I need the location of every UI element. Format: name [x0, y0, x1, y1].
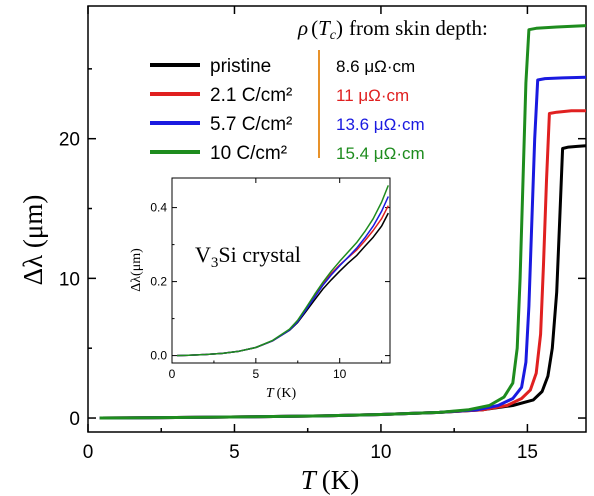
inset-series [176, 185, 389, 357]
resistivity-pristine: 8.6 μΩ·cm [336, 57, 415, 76]
resistivity-title: ρ (Tc) from skin depth: [297, 16, 488, 43]
legend-label-5-7: 5.7 C/cm² [210, 114, 292, 135]
inset-x-tick-label: 10 [333, 367, 347, 381]
inset-series-line-3 [176, 185, 389, 357]
main-x-tick-label: 10 [370, 442, 391, 463]
main-x-tick-label: 0 [83, 442, 94, 463]
inset-plot-frame [171, 177, 391, 364]
main-x-tick-label: 5 [229, 442, 240, 463]
inset-background [172, 178, 390, 363]
inset-y-tick-label: 0.0 [150, 349, 167, 363]
inset-x-axis-label: T (K) [266, 386, 297, 401]
main-y-axis-label: Δλ (μm) [18, 195, 48, 286]
inset-y-axis-label: Δλ(μm) [129, 248, 144, 292]
legend: pristine 2.1 C/cm² 5.7 C/cm² 10 C/cm² ρ(… [150, 16, 488, 164]
main-y-tick-label: 10 [59, 269, 80, 290]
resistivity-2-1: 11 μΩ·cm [336, 86, 409, 105]
main-x-axis-label: T (K) [301, 465, 360, 495]
main-y-tick-label: 20 [59, 130, 80, 151]
inset-ticks: 0 5 10 0.0 0.2 0.4 [150, 178, 390, 381]
main-plot-frame [87, 5, 587, 433]
inset-x-tick-label: 0 [169, 367, 176, 381]
inset-y-tick-label: 0.2 [150, 275, 167, 289]
legend-label-2-1: 2.1 C/cm² [210, 85, 292, 106]
resistivity-5-7: 13.6 μΩ·cm [336, 115, 425, 134]
resistivity-10: 15.4 μΩ·cm [336, 144, 425, 163]
inset-x-tick-label: 5 [253, 367, 260, 381]
inset-title: V3Si crystal [195, 242, 301, 271]
legend-label-pristine: pristine [210, 56, 271, 77]
main-x-tick-label: 15 [517, 442, 538, 463]
main-series [99, 24, 587, 420]
main-y-tick-label: 0 [69, 409, 80, 430]
inset-y-tick-label: 0.4 [150, 201, 167, 215]
main-series-line-3 [99, 24, 587, 420]
legend-label-10: 10 C/cm² [210, 143, 287, 164]
main-ticks: 0 5 10 15 0 10 20 [59, 6, 586, 463]
